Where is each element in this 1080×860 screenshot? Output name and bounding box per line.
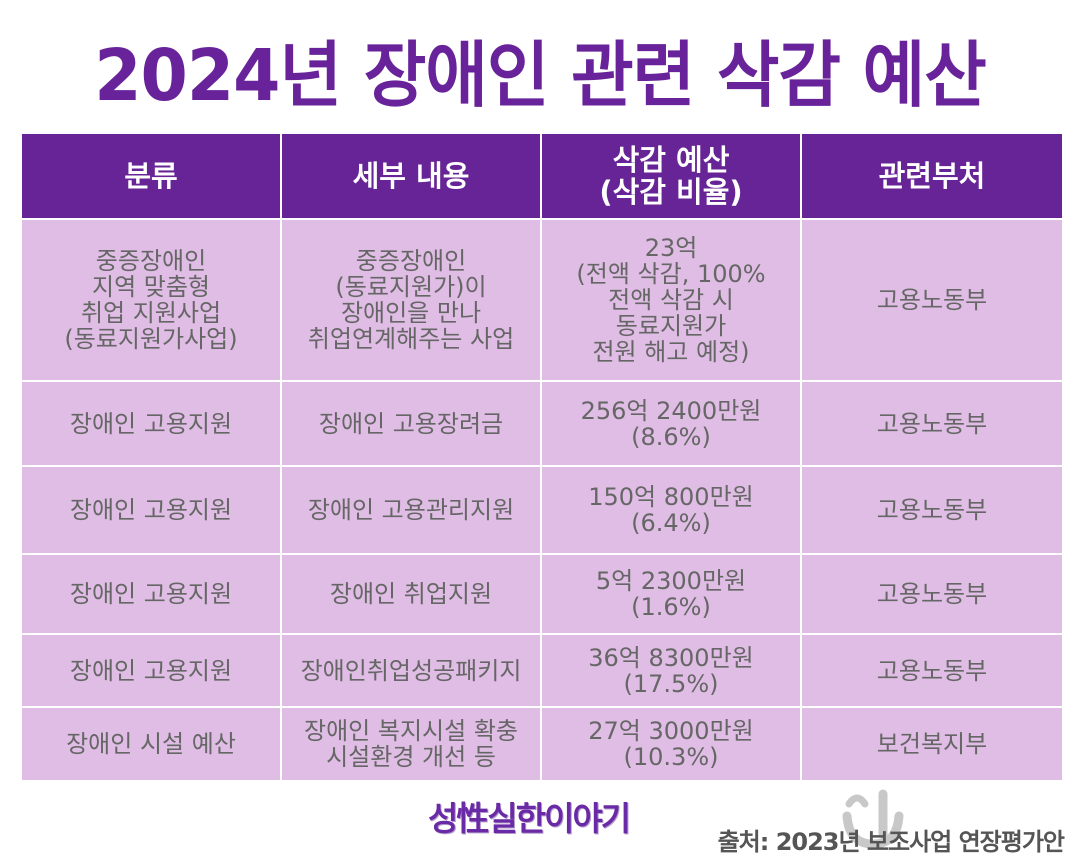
cell-category: 장애인 고용지원 — [20, 633, 282, 708]
cell-ministry: 고용노동부 — [800, 465, 1064, 555]
cell-cut: 27억 3000만원 (10.3%) — [540, 706, 802, 782]
cell-detail: 장애인 취업지원 — [280, 553, 542, 635]
page-title: 2024년 장애인 관련 삭감 예산 — [94, 35, 987, 118]
header-detail: 세부 내용 — [280, 132, 542, 220]
table-header-row: 분류 세부 내용 삭감 예산 (삭감 비율) 관련부처 — [20, 132, 1064, 220]
table-row: 장애인 시설 예산 장애인 복지시설 확충 시설환경 개선 등 27억 3000… — [20, 706, 1064, 782]
cell-ministry: 고용노동부 — [800, 380, 1064, 467]
cell-cut: 150억 800만원 (6.4%) — [540, 465, 802, 555]
table-row: 장애인 고용지원 장애인취업성공패키지 36억 8300만원 (17.5%) 고… — [20, 633, 1064, 708]
header-category: 분류 — [20, 132, 282, 220]
cell-category: 중증장애인 지역 맞춤형 취업 지원사업 (동료지원가사업) — [20, 218, 282, 382]
cell-ministry: 고용노동부 — [800, 633, 1064, 708]
table-row: 중증장애인 지역 맞춤형 취업 지원사업 (동료지원가사업) 중증장애인 (동료… — [20, 218, 1064, 382]
source-citation: 출처: 2023년 보조사업 연장평가안 — [717, 828, 1065, 856]
brand-logo-text: 성性실한이야기 — [428, 799, 631, 838]
cell-category: 장애인 고용지원 — [20, 465, 282, 555]
table-row: 장애인 고용지원 장애인 취업지원 5억 2300만원 (1.6%) 고용노동부 — [20, 553, 1064, 635]
cell-category: 장애인 고용지원 — [20, 553, 282, 635]
cell-ministry: 보건복지부 — [800, 706, 1064, 782]
table-row: 장애인 고용지원 장애인 고용장려금 256억 2400만원 (8.6%) 고용… — [20, 380, 1064, 467]
watermark-logo-icon — [835, 786, 915, 850]
table-row: 장애인 고용지원 장애인 고용관리지원 150억 800만원 (6.4%) 고용… — [20, 465, 1064, 555]
cell-category: 장애인 시설 예산 — [20, 706, 282, 782]
cell-ministry: 고용노동부 — [800, 553, 1064, 635]
cell-cut: 256억 2400만원 (8.6%) — [540, 380, 802, 467]
budget-cut-table: 분류 세부 내용 삭감 예산 (삭감 비율) 관련부처 중증장애인 지역 맞춤형… — [20, 132, 1064, 782]
cell-cut: 23억 (전액 삭감, 100% 전액 삭감 시 동료지원가 전원 해고 예정) — [540, 218, 802, 382]
header-cut-budget: 삭감 예산 (삭감 비율) — [540, 132, 802, 220]
header-ministry: 관련부처 — [800, 132, 1064, 220]
cell-detail: 장애인취업성공패키지 — [280, 633, 542, 708]
cell-cut: 5억 2300만원 (1.6%) — [540, 553, 802, 635]
cell-category: 장애인 고용지원 — [20, 380, 282, 467]
cell-cut: 36억 8300만원 (17.5%) — [540, 633, 802, 708]
cell-detail: 장애인 고용장려금 — [280, 380, 542, 467]
cell-detail: 장애인 고용관리지원 — [280, 465, 542, 555]
cell-detail: 중증장애인 (동료지원가)이 장애인을 만나 취업연계해주는 사업 — [280, 218, 542, 382]
cell-detail: 장애인 복지시설 확충 시설환경 개선 등 — [280, 706, 542, 782]
cell-ministry: 고용노동부 — [800, 218, 1064, 382]
